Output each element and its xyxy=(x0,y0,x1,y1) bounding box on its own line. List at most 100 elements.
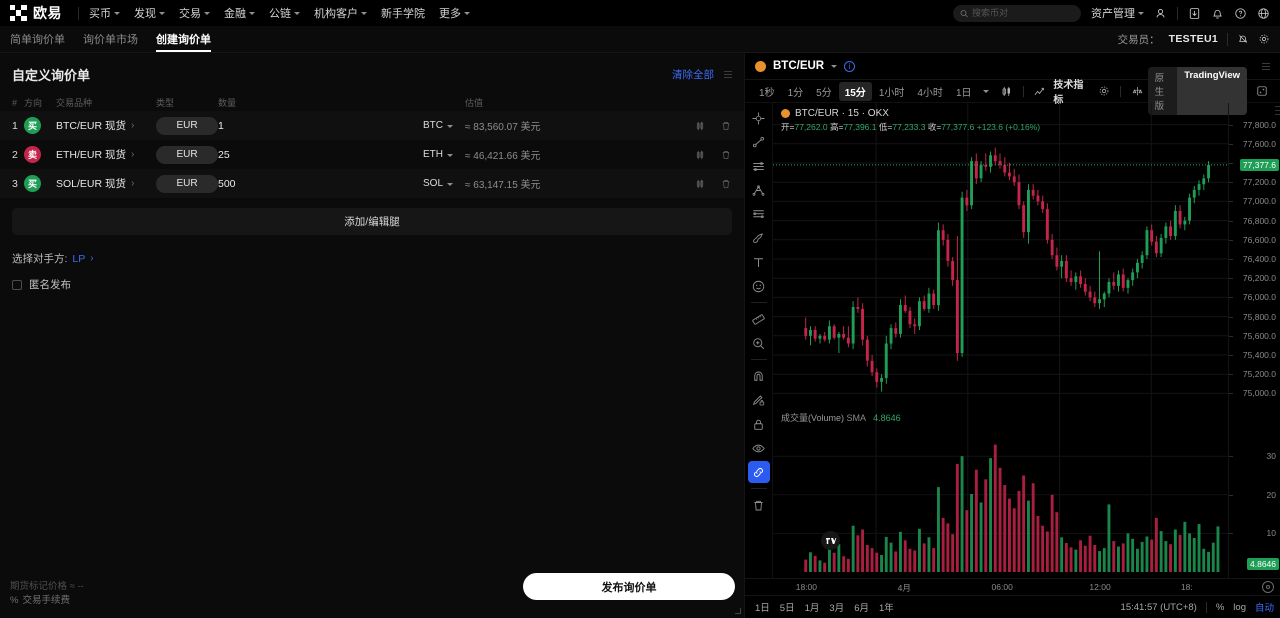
leg-delete-icon[interactable] xyxy=(720,178,732,190)
mode-native[interactable]: 原生版 xyxy=(1154,73,1165,112)
table-row[interactable]: 1 买 BTC/EUR 现货 › EUR 1 BTC ≈ 83,560.07 美元 xyxy=(0,111,744,140)
brush-icon[interactable] xyxy=(748,227,770,249)
user-icon[interactable] xyxy=(1154,7,1167,20)
leg-currency-select[interactable]: ETH xyxy=(423,149,465,160)
counterparty-value[interactable]: LP xyxy=(72,252,86,265)
fib-retracement-icon[interactable] xyxy=(748,203,770,225)
indicators-icon[interactable] xyxy=(1029,85,1050,98)
candle-type-icon[interactable] xyxy=(996,85,1017,98)
assets-management-menu[interactable]: 资产管理 xyxy=(1091,5,1144,21)
price-axis[interactable]: 77,800.077,600.077,400.077,200.077,000.0… xyxy=(1228,103,1280,578)
leg-quantity-input[interactable]: 25 xyxy=(218,148,230,161)
leg-instrument[interactable]: SOL/EUR 现货 › xyxy=(56,176,156,191)
download-icon[interactable] xyxy=(1188,7,1201,20)
brand-logo[interactable]: 欧易 xyxy=(10,3,62,23)
leg-currency-select[interactable]: BTC xyxy=(423,120,465,131)
resize-handle[interactable] xyxy=(735,608,741,614)
scale-percent-button[interactable]: % xyxy=(1215,601,1225,613)
scale-auto-button[interactable]: 自动 xyxy=(1254,603,1274,614)
chart-mode-toggle[interactable]: 原生版 TradingView xyxy=(1147,67,1247,115)
panel-grip-icon[interactable] xyxy=(724,71,732,78)
zoom-in-icon[interactable] xyxy=(748,332,770,354)
candlestick-chart[interactable] xyxy=(773,103,1228,578)
scale-log-button[interactable]: log xyxy=(1233,601,1246,613)
bell-off-icon[interactable] xyxy=(1237,33,1249,45)
nav-item-6[interactable]: 机构客户 xyxy=(314,5,367,21)
leg-type-chip[interactable]: EUR xyxy=(156,116,218,135)
range-1月[interactable]: 1月 xyxy=(804,603,820,614)
leg-delete-icon[interactable] xyxy=(720,120,732,132)
leg-chart-icon[interactable] xyxy=(694,178,706,190)
leg-quantity-input[interactable]: 1 xyxy=(218,119,224,132)
leg-type-chip[interactable]: EUR xyxy=(156,145,218,164)
trend-line-icon[interactable] xyxy=(748,131,770,153)
chart-settings-gear-icon[interactable] xyxy=(1094,85,1114,97)
table-row[interactable]: 2 卖 ETH/EUR 现货 › EUR 25 ETH ≈ 46,421.66 美元 xyxy=(0,140,744,169)
chevron-down-icon[interactable] xyxy=(831,65,838,68)
fullscreen-icon[interactable] xyxy=(1252,85,1272,97)
tab-3[interactable]: 创建询价单 xyxy=(156,26,211,52)
emoji-icon[interactable] xyxy=(748,275,770,297)
leg-quantity-input[interactable]: 500 xyxy=(218,177,236,190)
range-3月[interactable]: 3月 xyxy=(829,603,845,614)
chevron-right-icon[interactable]: › xyxy=(131,120,135,131)
ruler-icon[interactable] xyxy=(748,308,770,330)
crosshair-icon[interactable] xyxy=(748,107,770,129)
leg-chart-icon[interactable] xyxy=(694,120,706,132)
nav-item-1[interactable]: 买币 xyxy=(89,5,120,21)
add-edit-leg-button[interactable]: 添加/编辑腿 xyxy=(12,208,732,235)
search-input[interactable] xyxy=(972,8,1074,18)
timeframe-5分[interactable]: 5分 xyxy=(816,87,832,99)
timeframe-1秒[interactable]: 1秒 xyxy=(759,87,775,99)
anonymous-checkbox[interactable] xyxy=(12,279,22,290)
text-tool-icon[interactable] xyxy=(748,251,770,273)
indicators-label[interactable]: 技术指标 xyxy=(1053,80,1084,106)
leg-instrument[interactable]: ETH/EUR 现货 › xyxy=(56,147,156,162)
chevron-right-icon[interactable]: › xyxy=(90,253,94,264)
table-row[interactable]: 3 买 SOL/EUR 现货 › EUR 500 SOL ≈ 63,147.15 美元 xyxy=(0,169,744,198)
leg-instrument[interactable]: BTC/EUR 现货 › xyxy=(56,118,156,133)
leg-type-chip[interactable]: EUR xyxy=(156,174,218,193)
timeframe-4小时[interactable]: 4小时 xyxy=(917,87,943,99)
pitchfork-icon[interactable] xyxy=(748,179,770,201)
clear-all-link[interactable]: 清除全部 xyxy=(672,69,714,81)
leg-side-badge[interactable]: 买 xyxy=(24,117,41,134)
info-icon[interactable]: i xyxy=(844,60,856,72)
gear-icon[interactable] xyxy=(1258,33,1270,45)
leg-side-badge[interactable]: 卖 xyxy=(24,146,41,163)
range-1日[interactable]: 1日 xyxy=(755,603,770,614)
nav-item-4[interactable]: 金融 xyxy=(224,5,255,21)
magnet-icon[interactable] xyxy=(748,365,770,387)
time-axis[interactable]: 18:00 4月 06:00 12:00 18: xyxy=(745,578,1280,595)
globe-icon[interactable] xyxy=(1257,7,1270,20)
timeframe-more-chevron-icon[interactable] xyxy=(982,90,989,93)
leg-chart-icon[interactable] xyxy=(694,149,706,161)
link-icon[interactable] xyxy=(747,461,770,483)
timeframe-1小时[interactable]: 1小时 xyxy=(878,87,905,99)
chevron-right-icon[interactable]: › xyxy=(131,178,135,189)
chevron-right-icon[interactable]: › xyxy=(131,149,135,160)
lock-icon[interactable] xyxy=(748,413,770,435)
pencil-lock-icon[interactable] xyxy=(748,389,770,411)
range-5日[interactable]: 5日 xyxy=(779,603,795,614)
compare-icon[interactable] xyxy=(1127,85,1148,98)
horizontal-lines-icon[interactable] xyxy=(748,155,770,177)
timeframe-1日[interactable]: 1日 xyxy=(955,87,972,99)
leg-side-badge[interactable]: 买 xyxy=(24,175,41,192)
help-icon[interactable] xyxy=(1234,7,1247,20)
leg-currency-select[interactable]: SOL xyxy=(423,178,465,189)
nav-item-2[interactable]: 发现 xyxy=(134,5,165,21)
search-box[interactable] xyxy=(953,4,1081,22)
time-axis-target-icon[interactable] xyxy=(1262,581,1274,593)
bell-icon[interactable] xyxy=(1211,7,1224,20)
mode-tradingview[interactable]: TradingView xyxy=(1177,67,1247,115)
timeframe-1分[interactable]: 1分 xyxy=(787,87,804,99)
chart-plot-area[interactable]: BTC/EUR · 15 · OKX 开=77,262.0 高=77,396.1… xyxy=(773,103,1228,578)
nav-item-3[interactable]: 交易 xyxy=(179,5,210,21)
publish-rfq-button[interactable]: 发布询价单 xyxy=(523,573,735,600)
nav-item-7[interactable]: 新手学院 xyxy=(381,5,425,21)
range-6月[interactable]: 6月 xyxy=(854,603,869,614)
trash-icon[interactable] xyxy=(748,494,770,516)
chart-grip-icon[interactable] xyxy=(1262,62,1270,70)
nav-item-5[interactable]: 公链 xyxy=(269,5,300,21)
